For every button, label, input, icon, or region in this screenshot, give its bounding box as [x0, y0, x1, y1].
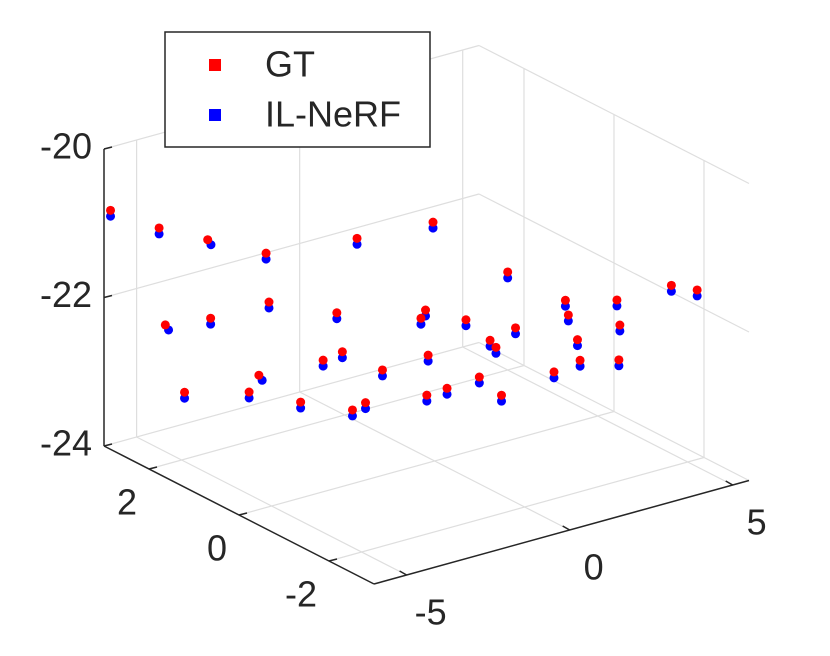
point: [361, 398, 371, 408]
z-tick-label: -20: [40, 126, 92, 167]
legend-marker: [209, 59, 221, 71]
x-tick: [725, 480, 734, 486]
x-tick: [399, 570, 407, 576]
point: [347, 405, 357, 415]
legend-marker: [209, 109, 221, 121]
point: [106, 205, 116, 215]
point: [615, 320, 625, 330]
point: [296, 397, 306, 407]
point: [423, 350, 433, 360]
point: [154, 223, 164, 233]
legend-label: IL-NeRF: [265, 94, 401, 135]
point: [180, 387, 190, 397]
point: [244, 387, 254, 397]
grid-line: [103, 341, 480, 447]
point: [352, 233, 362, 243]
z-tick: [103, 146, 113, 150]
point: [318, 355, 328, 365]
legend-label: GT: [265, 44, 315, 85]
point: [442, 383, 452, 393]
point: [416, 313, 426, 323]
point: [614, 355, 624, 365]
point: [666, 280, 676, 290]
point: [332, 308, 342, 318]
point: [461, 315, 471, 325]
z-tick: [103, 294, 113, 299]
point: [264, 297, 274, 307]
point: [160, 320, 170, 330]
z-tick-label: -22: [40, 274, 92, 315]
grid-line: [103, 193, 480, 299]
y-tick: [148, 466, 158, 470]
point: [612, 295, 622, 305]
point: [377, 365, 387, 375]
point: [560, 295, 570, 305]
x-tick: [562, 525, 571, 531]
grid-line: [478, 193, 750, 333]
point: [206, 313, 216, 323]
point: [503, 267, 513, 277]
grid-line: [238, 410, 615, 516]
point: [497, 390, 506, 400]
point: [491, 342, 501, 352]
y-tick: [328, 558, 338, 562]
point: [474, 372, 484, 382]
z-tick: [103, 443, 113, 447]
legend: GT IL-NeRF: [164, 31, 431, 148]
point: [337, 347, 347, 357]
y-tick: [238, 512, 248, 516]
x-tick-label: -5: [415, 592, 447, 633]
grid-line: [478, 44, 750, 185]
point: [575, 355, 585, 365]
grid-line: [328, 456, 705, 562]
y-tick-label: -2: [285, 574, 317, 615]
x-tick-label: 5: [747, 502, 767, 543]
point: [563, 310, 573, 320]
point: [254, 370, 264, 380]
z-tick-label: -24: [40, 423, 92, 464]
point: [511, 323, 521, 333]
y-tick-label: 2: [117, 482, 137, 523]
point: [422, 390, 432, 400]
y-tick-label: 0: [207, 528, 227, 569]
point: [692, 285, 702, 295]
grid-line: [478, 341, 750, 482]
x-axis: [373, 479, 750, 585]
grid-line: [148, 364, 525, 470]
point: [549, 367, 559, 377]
x-tick-label: 0: [584, 547, 604, 588]
point: [261, 248, 271, 258]
point: [572, 335, 582, 345]
point: [428, 217, 438, 227]
point: [421, 305, 431, 315]
point: [485, 335, 495, 345]
legend-box: [164, 31, 431, 148]
point: [203, 235, 213, 245]
